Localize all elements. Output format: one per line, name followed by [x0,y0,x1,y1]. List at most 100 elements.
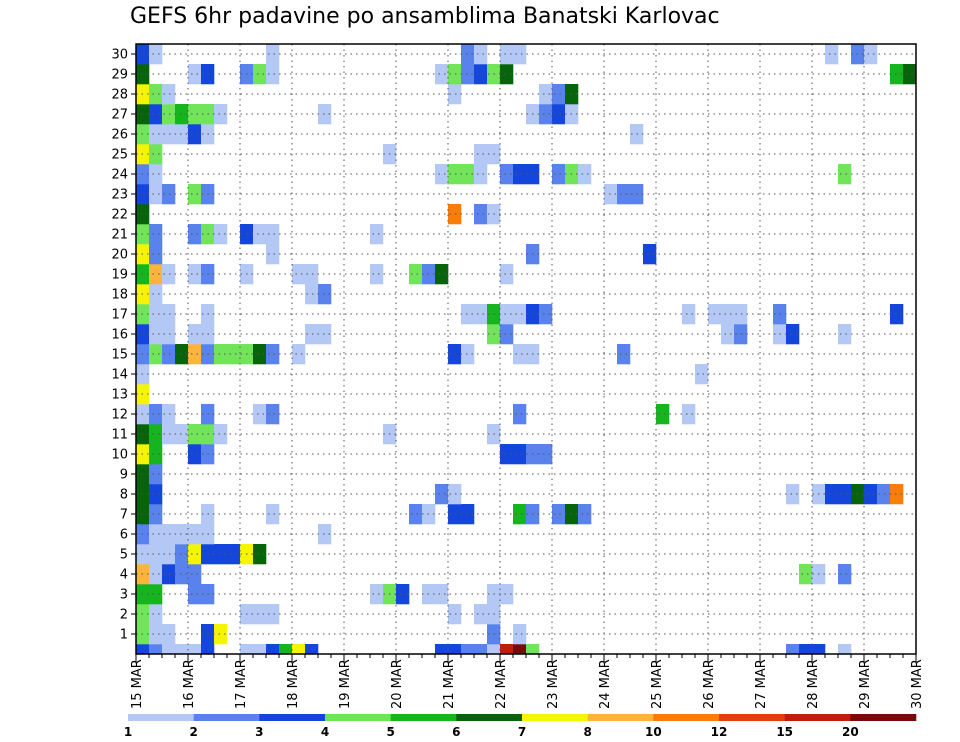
chart-title: GEFS 6hr padavine po ansamblima Banatski… [130,4,720,29]
heatmap-cell [188,444,202,465]
heatmap-cell [162,344,176,365]
heatmap-cell [162,264,176,285]
heatmap-cell [188,224,202,245]
heatmap-cell [513,504,527,525]
heatmap-cell [266,504,280,525]
y-tick-label: 3 [120,588,128,603]
y-tick-label: 29 [111,68,128,83]
heatmap-cell [734,324,748,345]
y-tick-label: 9 [120,468,128,483]
heatmap-cell [838,324,852,345]
y-tick-label: 18 [111,288,128,303]
heatmap-cell [461,504,475,525]
y-tick-label: 19 [111,268,128,283]
heatmap-cell [864,484,878,505]
heatmap-cell [149,464,163,485]
heatmap-cell [799,644,813,655]
heatmap-cell [149,404,163,425]
heatmap-cell [500,164,514,185]
heatmap-cell [448,344,462,365]
heatmap-cell [266,344,280,365]
heatmap-cell [409,264,423,285]
y-tick-label: 11 [111,428,128,443]
y-tick-label: 16 [111,328,128,343]
heatmap-cell [149,184,163,205]
heatmap-cell [877,484,891,505]
heatmap-cell [149,264,163,285]
heatmap-cell [448,484,462,505]
heatmap-cell [201,644,215,655]
heatmap-cell [890,304,904,325]
x-tick-label: 28 MAR [806,659,821,709]
heatmap-cell [162,544,176,565]
heatmap-cell [539,84,553,105]
x-tick-label: 16 MAR [182,659,197,709]
heatmap-cell [513,404,527,425]
legend: 1 2 3 4 5 6 7 8 10 12 15 20 [124,714,917,739]
heatmap-cell [461,64,475,85]
legend-label: 15 [776,725,793,739]
y-tick-label: 1 [120,628,128,643]
heatmap-cell [552,84,566,105]
x-tick-label: 18 MAR [286,659,301,709]
legend-label: 8 [583,725,591,739]
legend-label: 7 [518,725,526,739]
heatmap-cell [721,304,735,325]
heatmap-cell [253,344,267,365]
heatmap-cell [227,344,241,365]
heatmap-cell [149,244,163,265]
y-tick-label: 20 [111,248,128,263]
heatmap-cell [188,324,202,345]
heatmap-cell [305,284,319,305]
heatmap-cell [513,344,527,365]
heatmap-cell [513,44,527,65]
heatmap-cell [253,544,267,565]
heatmap-cell [617,344,631,365]
heatmap-cell [539,444,553,465]
heatmap-cell [617,184,631,205]
heatmap-cell [552,104,566,125]
heatmap-cell [448,84,462,105]
heatmap-cell [500,644,514,655]
heatmap-cell [149,544,163,565]
y-tick-label: 7 [120,508,128,523]
heatmap-cell [903,64,917,85]
legend-label: 5 [386,725,394,739]
legend-label: 6 [452,725,460,739]
heatmap-cell [253,644,267,655]
heatmap-cell [513,444,527,465]
heatmap-cell [162,184,176,205]
heatmap-cell [643,244,657,265]
heatmap-cell [162,304,176,325]
x-tick-label: 20 MAR [390,659,405,709]
heatmap-cell [175,344,189,365]
heatmap-cell [149,164,163,185]
heatmap-cell [721,324,735,345]
heatmap-cell [214,104,228,125]
heatmap-cell [552,164,566,185]
heatmap-cell [474,164,488,185]
heatmap-cell [786,324,800,345]
x-axis: 15 MAR 16 MAR 17 MAR 18 MAR 19 MAR 20 MAR 21 M… [130,654,925,709]
y-tick-label: 25 [111,148,128,163]
y-tick-label: 23 [111,188,128,203]
y-tick-label: 30 [111,48,128,63]
x-tick-label: 30 MAR [910,659,925,709]
heatmap-cell [214,624,228,645]
heatmap-cell [474,204,488,225]
heatmap-cell [162,624,176,645]
heatmap-cell [188,424,202,445]
heatmap-cell [656,404,670,425]
heatmap-cell [149,444,163,465]
heatmap-cell [539,104,553,125]
heatmap-cell [448,504,462,525]
heatmap-cell [435,264,449,285]
heatmap-cell [253,404,267,425]
heatmap-cell [461,44,475,65]
y-tick-label: 22 [111,208,128,223]
heatmap-cell [539,304,553,325]
heatmap-cell [292,644,306,655]
heatmap-cell [279,644,293,655]
heatmap-cell [838,564,852,585]
